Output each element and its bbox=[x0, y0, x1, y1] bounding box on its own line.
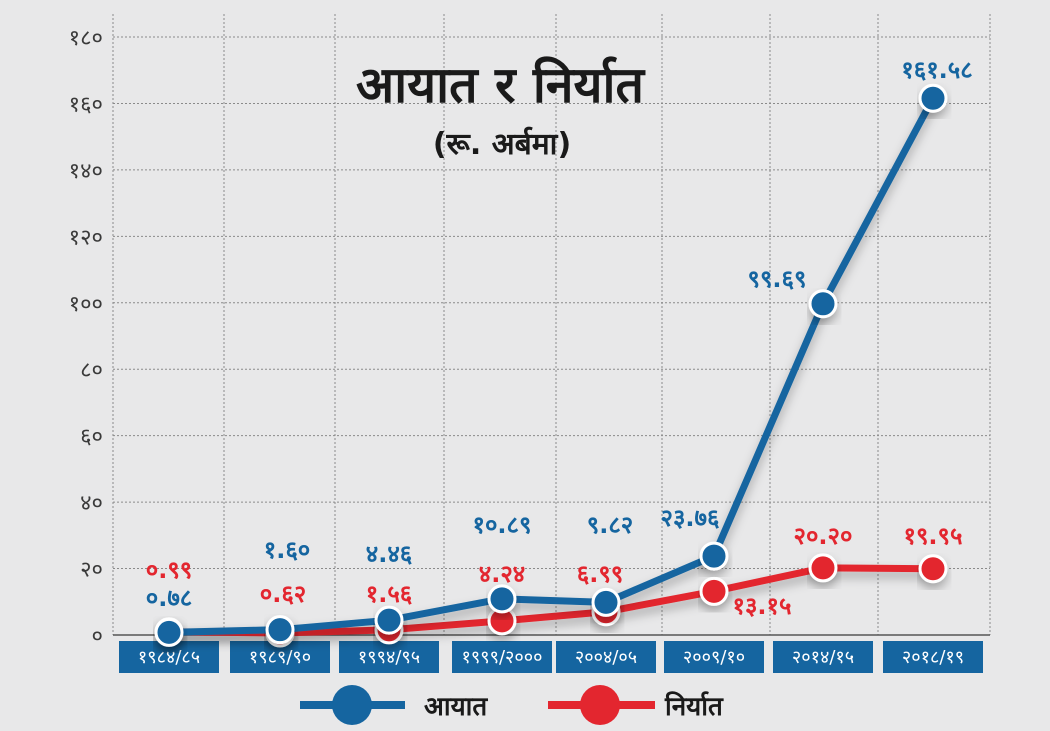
x-tick-label: २००४/०५ bbox=[575, 647, 637, 668]
axes: ० २० ४० ६० ८० १०० १२० १४० १६० १८० bbox=[69, 26, 990, 649]
category-box bbox=[556, 641, 656, 673]
y-tick-label: ८० bbox=[80, 358, 103, 383]
data-point-import bbox=[699, 541, 729, 571]
series-line-import bbox=[168, 96, 937, 636]
legend-marker bbox=[332, 685, 372, 725]
y-tick-label: २० bbox=[80, 558, 103, 583]
category-box bbox=[773, 641, 873, 673]
legend-item-export: निर्यात bbox=[548, 685, 724, 725]
x-tick-label: १९९९/२००० bbox=[462, 647, 543, 668]
x-tick-label: २०१४/१५ bbox=[792, 647, 854, 668]
data-point-import bbox=[918, 83, 948, 113]
data-label-import: ९.८२ bbox=[587, 511, 634, 539]
y-tick-label: १६० bbox=[69, 92, 103, 117]
category-box bbox=[452, 641, 552, 673]
chart-title: आयात र निर्यात bbox=[356, 56, 645, 114]
y-tick-label: ६० bbox=[80, 425, 103, 450]
data-label-import: ९९.६९ bbox=[747, 265, 806, 293]
data-label-import: ०.७८ bbox=[146, 584, 193, 612]
category-box bbox=[664, 641, 764, 673]
data-point-export bbox=[808, 553, 838, 583]
data-point-import bbox=[374, 605, 404, 635]
data-label-export: ४.२४ bbox=[479, 560, 526, 588]
data-point-export bbox=[699, 576, 729, 606]
x-tick-label: २०१८/१९ bbox=[902, 647, 964, 668]
data-point-import bbox=[265, 615, 295, 645]
y-tick-label: १४० bbox=[69, 159, 103, 184]
legend-label: निर्यात bbox=[664, 691, 724, 722]
y-tick-label: ० bbox=[92, 624, 103, 649]
series-lines bbox=[154, 83, 948, 648]
y-tick-label: १०० bbox=[69, 292, 103, 317]
data-point-import bbox=[154, 617, 184, 647]
data-label-export: ०.६२ bbox=[260, 580, 307, 608]
data-label-export: ६.९९ bbox=[577, 560, 624, 588]
legend-label: आयात bbox=[424, 692, 488, 722]
x-tick-label: १९८९/९० bbox=[249, 647, 311, 668]
data-label-import: १.६० bbox=[264, 536, 311, 564]
legend-item-import: आयात bbox=[300, 685, 488, 725]
data-label-export: २०.२० bbox=[793, 522, 852, 550]
y-tick-label: १८० bbox=[69, 26, 103, 51]
data-label-export: १९.९५ bbox=[903, 522, 962, 550]
data-label-import: १०.८९ bbox=[472, 511, 531, 539]
data-point-import bbox=[808, 289, 838, 319]
data-label-export: १.५६ bbox=[366, 580, 413, 608]
y-tick-label: १२० bbox=[69, 225, 103, 250]
legend: आयात निर्यात bbox=[300, 685, 724, 725]
data-labels: ०.७८ १.६० ४.४६ १०.८९ ९.८२ २३.७६ ९९.६९ १६१.५८ ०.९… bbox=[146, 56, 973, 620]
chart-subtitle: (रू. अर्बमा) bbox=[433, 126, 571, 162]
category-box bbox=[883, 641, 983, 673]
data-point-export bbox=[918, 554, 948, 584]
category-box bbox=[339, 641, 439, 673]
data-point-import bbox=[487, 584, 517, 614]
x-tick-label: २००९/१० bbox=[683, 647, 745, 668]
y-tick-label: ४० bbox=[80, 491, 103, 516]
data-label-import: १६१.५८ bbox=[901, 56, 973, 84]
data-label-import: २३.७६ bbox=[660, 504, 719, 532]
data-label-export: १३.१५ bbox=[732, 592, 791, 620]
legend-marker bbox=[580, 685, 620, 725]
data-point-import bbox=[591, 587, 621, 617]
data-label-import: ४.४६ bbox=[366, 540, 413, 568]
category-axis: १९८४/८५ १९८९/९० १९९४/९५ १९९९/२००० २००४/०५ २००… bbox=[119, 641, 983, 673]
series-line-export bbox=[168, 564, 934, 637]
x-tick-label: १९८४/८५ bbox=[138, 647, 200, 668]
data-label-export: ०.९९ bbox=[146, 556, 193, 584]
x-tick-label: १९९४/९५ bbox=[358, 647, 420, 668]
grid bbox=[112, 14, 991, 635]
